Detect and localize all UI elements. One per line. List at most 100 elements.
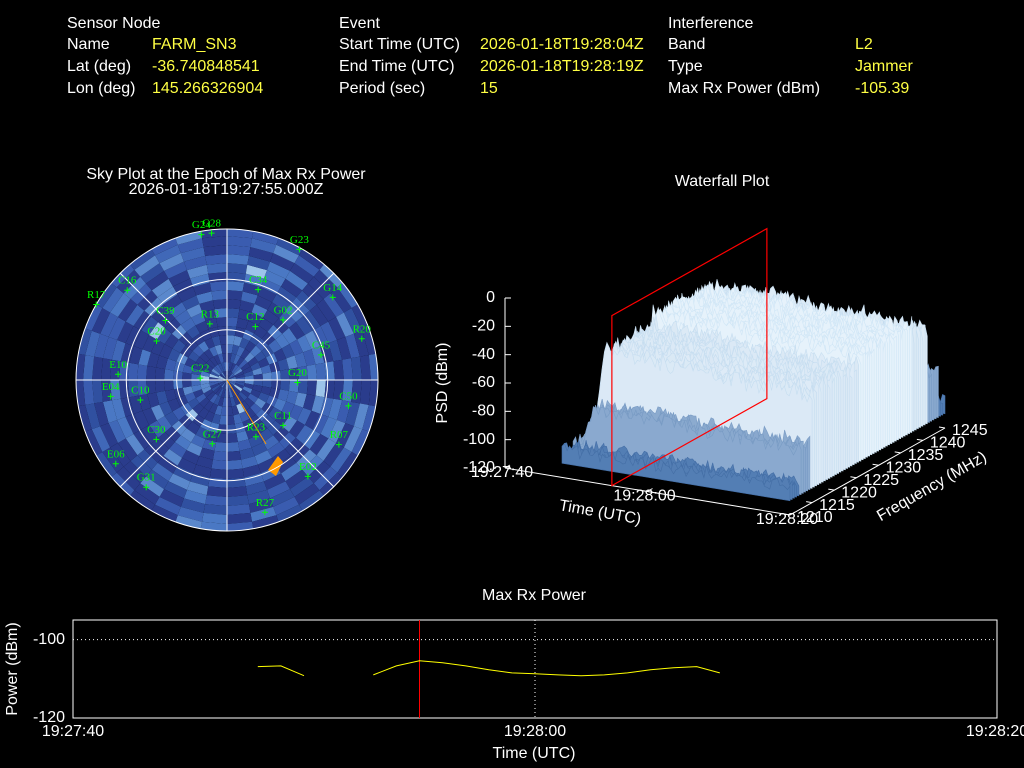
sky-cell <box>120 343 134 363</box>
frequency-tick <box>783 513 791 516</box>
field-value: 145.266326904 <box>152 80 263 97</box>
sky-cell <box>202 236 227 248</box>
satellite-label: G28 <box>202 218 221 230</box>
sky-cell <box>309 434 329 456</box>
sky-cell <box>128 247 155 270</box>
satellite-marker <box>124 287 131 294</box>
sky-cell <box>227 281 245 292</box>
sky-cell <box>185 338 199 352</box>
sky-cell <box>315 362 326 380</box>
sky-cell <box>209 403 218 414</box>
x-axis-title: Time (UTC) <box>493 745 576 762</box>
sky-cell <box>227 376 236 380</box>
sky-cell <box>214 308 227 318</box>
sky-cell <box>219 380 227 386</box>
sky-cell <box>289 420 305 438</box>
sky-cell <box>281 462 303 482</box>
sky-cell <box>92 380 103 404</box>
sky-cell <box>236 403 245 414</box>
sky-cell <box>184 392 196 403</box>
sky-cell <box>176 353 188 365</box>
sky-cell <box>195 356 207 367</box>
sky-cell <box>137 380 148 396</box>
sky-cell <box>182 386 194 396</box>
z-tick-label: -120 <box>463 459 495 476</box>
sky-title: Sky Plot at the Epoch of Max Rx Power <box>86 166 366 183</box>
sky-cell <box>297 335 312 353</box>
sky-cell <box>227 397 232 407</box>
sky-cell <box>227 450 242 461</box>
sky-cell <box>353 330 369 357</box>
sky-cell <box>297 407 312 425</box>
sky-cell <box>240 348 251 360</box>
sky-cell <box>164 380 174 391</box>
satellite-marker <box>115 371 122 378</box>
satellite-label: C12 <box>246 311 264 323</box>
sky-cell <box>236 430 249 442</box>
satellite-label: R20 <box>353 323 372 335</box>
field-label: Max Rx Power (dBm) <box>668 80 820 97</box>
satellite-marker <box>137 397 144 404</box>
sky-cell <box>134 330 150 350</box>
sky-cell <box>157 286 178 305</box>
sky-cell <box>269 361 281 373</box>
frequency-tick <box>872 463 879 466</box>
sky-cell <box>295 425 313 444</box>
field-value: 15 <box>480 80 498 97</box>
sky-cell <box>320 321 337 344</box>
sky-cell <box>83 380 95 405</box>
sky-cell <box>290 476 314 497</box>
epoch-plane <box>611 227 768 487</box>
time-tick <box>647 488 653 492</box>
sky-cell <box>192 345 204 357</box>
sky-cell <box>92 356 103 380</box>
sky-cell <box>245 264 267 279</box>
sky-cell <box>188 351 200 362</box>
sky-cell <box>342 380 353 402</box>
satellite-marker <box>198 231 205 238</box>
sky-cell <box>206 486 227 497</box>
sky-cell <box>227 371 232 380</box>
sky-cell <box>159 253 184 271</box>
satellite-marker <box>280 422 287 429</box>
sky-cell <box>125 413 142 434</box>
satellite-marker <box>252 433 259 440</box>
sky-cell <box>140 476 164 497</box>
sky-cell <box>244 273 264 287</box>
sky-cell <box>223 388 227 398</box>
sky-cell <box>299 247 326 270</box>
max-power-chart: Max Rx Power -120 -100 19:27:40 19:28:00 19:2… <box>4 587 1024 762</box>
sky-cell <box>222 380 227 389</box>
sky-cell <box>150 236 178 256</box>
sky-cell <box>193 282 212 296</box>
satellite-label: C50 <box>339 390 358 402</box>
sky-cell <box>217 424 227 434</box>
sky-cell <box>199 352 210 363</box>
sky-cell <box>137 364 148 380</box>
sky-cell <box>254 421 268 435</box>
sky-cell <box>320 397 334 417</box>
sky-cell <box>191 367 202 376</box>
sky-cell <box>273 398 287 412</box>
sky-cell <box>223 371 227 380</box>
sky-cell <box>187 264 209 279</box>
sky-cell <box>227 290 243 301</box>
sky-cell <box>250 238 277 254</box>
sky-cell <box>221 380 227 388</box>
sky-cell <box>328 398 343 420</box>
jammer-direction <box>226 379 267 445</box>
sky-cell <box>351 429 371 457</box>
sky-cell <box>227 415 235 425</box>
sky-cell <box>147 392 160 408</box>
sky-cell <box>250 389 261 398</box>
frequency-tick <box>806 501 813 504</box>
sky-cell <box>217 396 224 407</box>
sky-cell <box>289 367 299 380</box>
sky-cell <box>227 362 231 372</box>
sky-cell <box>209 393 218 404</box>
sky-cell <box>238 359 248 369</box>
y-tick-label: -100 <box>33 631 65 648</box>
sky-cell <box>286 355 298 370</box>
sky-cell <box>262 372 272 380</box>
sky-cell <box>242 386 253 394</box>
